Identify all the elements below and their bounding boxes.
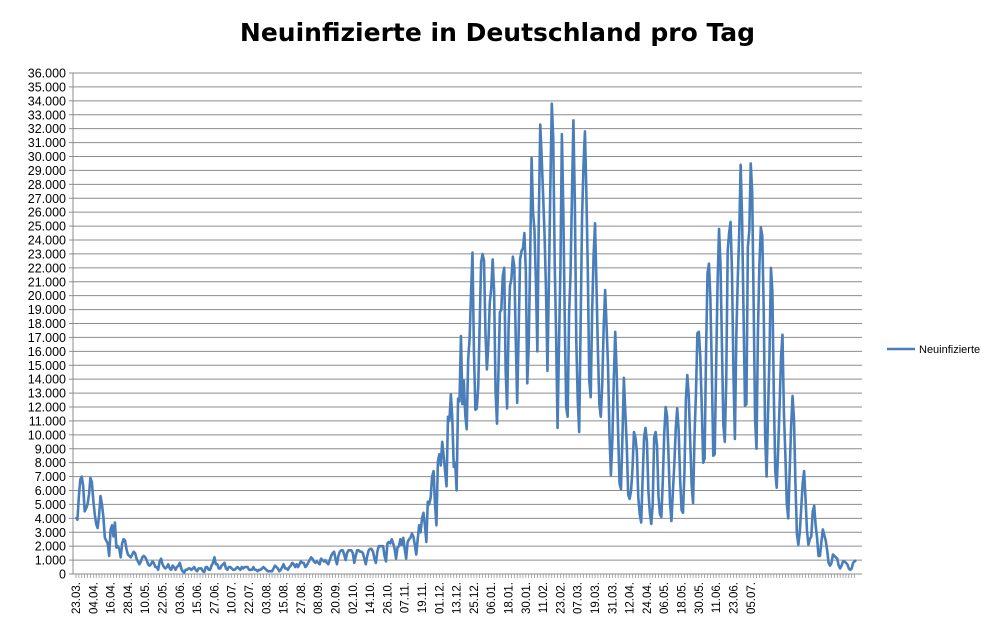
x-tick-label: 05.07. xyxy=(746,582,758,614)
x-tick-label: 02.10. xyxy=(348,582,360,614)
x-tick-label: 14.10. xyxy=(365,582,377,614)
y-tick-label: 3.000 xyxy=(35,526,66,540)
chart-title: Neuinfizierte in Deutschland pro Tag xyxy=(239,18,756,47)
y-tick-label: 28.000 xyxy=(28,178,66,192)
y-tick-label: 5.000 xyxy=(35,498,66,512)
y-tick-label: 18.000 xyxy=(28,317,66,331)
gridlines xyxy=(73,72,862,575)
x-tick-label: 11.02. xyxy=(538,582,550,613)
x-tick-label: 30.05. xyxy=(694,582,706,614)
y-tick-label: 12.000 xyxy=(28,401,66,415)
x-tick-label: 15.08. xyxy=(279,582,291,614)
y-tick-label: 26.000 xyxy=(28,206,66,220)
legend-label-neuinfizierte: Neuinfizierte xyxy=(919,344,980,356)
x-tick-label: 10.07. xyxy=(227,582,239,614)
y-tick-label: 11.000 xyxy=(29,414,66,428)
y-tick-label: 14.000 xyxy=(28,373,66,387)
x-tick-label: 18.05. xyxy=(677,582,689,614)
y-tick-label: 17.000 xyxy=(28,331,66,345)
x-tick-label: 03.06. xyxy=(175,582,187,614)
y-tick-label: 23.000 xyxy=(28,247,66,261)
y-tick-label: 36.000 xyxy=(28,67,66,81)
x-tick-label: 16.04. xyxy=(106,582,118,614)
series-layer xyxy=(74,102,857,574)
x-tick-label: 23.03. xyxy=(71,582,83,614)
x-tick-label: 04.04. xyxy=(88,582,100,614)
y-tick-label: 31.000 xyxy=(28,136,66,150)
x-tick-label: 07.11. xyxy=(400,582,412,613)
y-axis-tick-labels: 01.0002.0003.0004.0005.0006.0007.0008.00… xyxy=(28,67,66,582)
y-tick-label: 32.000 xyxy=(28,122,66,136)
y-tick-label: 13.000 xyxy=(28,387,66,401)
x-tick-label: 19.03. xyxy=(590,582,602,614)
x-tick-label: 08.09. xyxy=(313,582,325,614)
x-tick-label: 10.05. xyxy=(140,582,152,614)
y-tick-label: 4.000 xyxy=(35,512,66,526)
legend: Neuinfizierte xyxy=(887,344,980,356)
y-tick-label: 0 xyxy=(59,568,66,582)
x-tick-label: 27.08. xyxy=(296,582,308,614)
y-tick-label: 25.000 xyxy=(28,220,66,234)
y-tick-label: 1.000 xyxy=(35,554,66,568)
y-tick-label: 22.000 xyxy=(28,261,66,275)
y-tick-label: 19.000 xyxy=(28,303,66,317)
y-tick-label: 2.000 xyxy=(35,540,66,554)
x-tick-label: 06.01. xyxy=(486,582,498,614)
x-tick-label: 12.04. xyxy=(625,582,637,614)
x-tick-label: 20.09. xyxy=(331,582,343,614)
x-tick-label: 23.02. xyxy=(555,582,567,614)
x-tick-label: 06.05. xyxy=(659,582,671,614)
y-tick-label: 24.000 xyxy=(28,234,66,248)
y-tick-label: 9.000 xyxy=(35,442,66,456)
y-tick-label: 21.000 xyxy=(28,275,66,289)
y-tick-label: 30.000 xyxy=(28,150,66,164)
x-tick-label: 25.12. xyxy=(469,582,481,614)
x-tick-label: 26.10. xyxy=(382,582,394,614)
x-tick-label: 07.03. xyxy=(573,582,585,614)
y-tick-label: 15.000 xyxy=(28,359,66,373)
x-tick-label: 18.01. xyxy=(504,582,516,614)
y-tick-label: 7.000 xyxy=(35,470,66,484)
y-tick-label: 16.000 xyxy=(28,345,66,359)
x-tick-label: 27.06. xyxy=(209,582,221,614)
y-tick-label: 35.000 xyxy=(28,80,66,94)
y-tick-label: 8.000 xyxy=(35,456,66,470)
x-tick-label: 19.11. xyxy=(417,582,429,613)
y-tick-label: 29.000 xyxy=(28,164,66,178)
x-tick-label: 30.01. xyxy=(521,582,533,614)
x-tick-label: 23.06. xyxy=(728,582,740,614)
x-tick-label: 24.04. xyxy=(642,582,654,614)
axes xyxy=(69,72,862,578)
series-line-neuinfizierte xyxy=(74,102,857,574)
x-tick-label: 13.12. xyxy=(452,582,464,614)
y-tick-label: 33.000 xyxy=(28,108,66,122)
x-tick-label: 28.04. xyxy=(123,582,135,614)
y-tick-label: 10.000 xyxy=(28,428,66,442)
y-tick-label: 27.000 xyxy=(28,192,66,206)
y-tick-label: 6.000 xyxy=(35,484,66,498)
y-tick-label: 34.000 xyxy=(28,94,66,108)
x-tick-label: 31.03. xyxy=(607,582,619,614)
x-tick-label: 11.06. xyxy=(711,582,723,613)
x-tick-label: 22.07. xyxy=(244,582,256,614)
x-tick-label: 03.08. xyxy=(261,582,273,614)
x-axis-tick-labels: 23.03. 04.04. 16.04. 28.04. 10.05. 22.05. 03.0… xyxy=(71,582,758,614)
x-tick-label: 22.05. xyxy=(158,582,170,614)
x-tick-label: 01.12. xyxy=(434,582,446,614)
y-tick-label: 20.000 xyxy=(28,289,66,303)
x-tick-label: 15.06. xyxy=(192,582,204,614)
